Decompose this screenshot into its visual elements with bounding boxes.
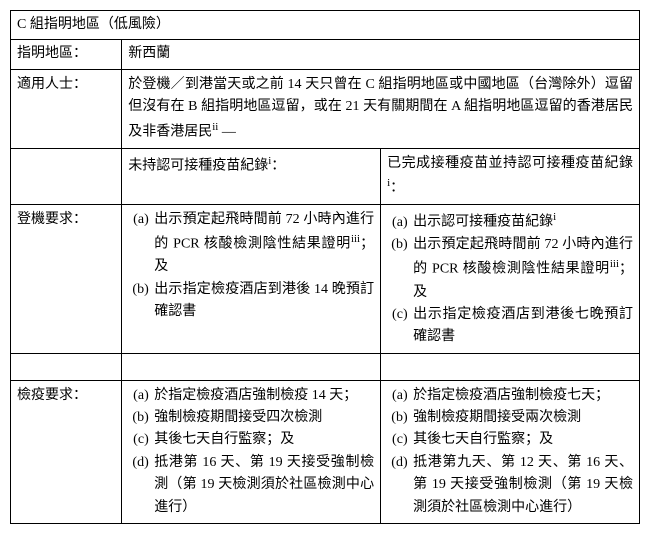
boarding-row: 登機要求： 出示預定起飛時間前 72 小時內進行的 PCR 核酸檢測陰性結果證明… bbox=[11, 205, 640, 354]
list-item: 抵港第九天、第 12 天、第 16 天、第 19 天接受強制檢測（第 19 天檢… bbox=[411, 452, 633, 519]
list-item: 其後七天自行監察；及 bbox=[411, 429, 633, 451]
persons-label: 適用人士： bbox=[11, 69, 122, 148]
spacer-row bbox=[11, 353, 640, 380]
quarantine-policy-table: C 組指明地區（低風險） 指明地區： 新西蘭 適用人士： 於登機／到港當天或之前… bbox=[10, 10, 640, 524]
region-label: 指明地區： bbox=[11, 40, 122, 69]
list-item: 於指定檢疫酒店強制檢疫 14 天； bbox=[152, 385, 374, 407]
list-item: 其後七天自行監察；及 bbox=[152, 429, 374, 451]
list-item: 出示預定起飛時間前 72 小時內進行的 PCR 核酸檢測陰性結果證明iii；及 bbox=[411, 234, 633, 304]
list-item: 出示認可接種疫苗紀錄i bbox=[411, 209, 633, 234]
empty-label bbox=[11, 148, 122, 204]
quarantine-label: 檢疫要求： bbox=[11, 380, 122, 523]
list-item: 強制檢疫期間接受四次檢測 bbox=[152, 407, 374, 429]
region-row: 指明地區： 新西蘭 bbox=[11, 40, 640, 69]
quarantine-right-list: 於指定檢疫酒店強制檢疫七天；強制檢疫期間接受兩次檢測其後七天自行監察；及抵港第九… bbox=[387, 385, 633, 519]
table-title: C 組指明地區（低風險） bbox=[11, 11, 640, 40]
list-item: 出示預定起飛時間前 72 小時內進行的 PCR 核酸檢測陰性結果證明iii；及 bbox=[152, 209, 374, 279]
quarantine-vaccinated: 於指定檢疫酒店強制檢疫七天；強制檢疫期間接受兩次檢測其後七天自行監察；及抵港第九… bbox=[381, 380, 640, 523]
quarantine-row: 檢疫要求： 於指定檢疫酒店強制檢疫 14 天；強制檢疫期間接受四次檢測其後七天自… bbox=[11, 380, 640, 523]
boarding-right-list: 出示認可接種疫苗紀錄i出示預定起飛時間前 72 小時內進行的 PCR 核酸檢測陰… bbox=[387, 209, 633, 349]
vaccine-status-header-row: 未持認可接種疫苗紀錄i： 已完成接種疫苗並持認可接種疫苗紀錄i： bbox=[11, 148, 640, 204]
boarding-unvaccinated: 出示預定起飛時間前 72 小時內進行的 PCR 核酸檢測陰性結果證明iii；及出… bbox=[122, 205, 381, 354]
list-item: 抵港第 16 天、第 19 天接受強制檢測（第 19 天檢測須於社區檢測中心進行… bbox=[152, 452, 374, 519]
list-item: 於指定檢疫酒店強制檢疫七天； bbox=[411, 385, 633, 407]
persons-value: 於登機／到港當天或之前 14 天只曾在 C 組指明地區或中國地區（台灣除外）逗留… bbox=[122, 69, 640, 148]
list-item: 出示指定檢疫酒店到港後 14 晚預訂確認書 bbox=[152, 279, 374, 324]
quarantine-unvaccinated: 於指定檢疫酒店強制檢疫 14 天；強制檢疫期間接受四次檢測其後七天自行監察；及抵… bbox=[122, 380, 381, 523]
table-title-row: C 組指明地區（低風險） bbox=[11, 11, 640, 40]
unvaccinated-header: 未持認可接種疫苗紀錄i： bbox=[122, 148, 381, 204]
list-item: 強制檢疫期間接受兩次檢測 bbox=[411, 407, 633, 429]
quarantine-left-list: 於指定檢疫酒店強制檢疫 14 天；強制檢疫期間接受四次檢測其後七天自行監察；及抵… bbox=[128, 385, 374, 519]
vaccinated-header: 已完成接種疫苗並持認可接種疫苗紀錄i： bbox=[381, 148, 640, 204]
persons-row: 適用人士： 於登機／到港當天或之前 14 天只曾在 C 組指明地區或中國地區（台… bbox=[11, 69, 640, 148]
boarding-label: 登機要求： bbox=[11, 205, 122, 354]
boarding-vaccinated: 出示認可接種疫苗紀錄i出示預定起飛時間前 72 小時內進行的 PCR 核酸檢測陰… bbox=[381, 205, 640, 354]
list-item: 出示指定檢疫酒店到港後七晚預訂確認書 bbox=[411, 304, 633, 349]
region-value: 新西蘭 bbox=[122, 40, 640, 69]
boarding-left-list: 出示預定起飛時間前 72 小時內進行的 PCR 核酸檢測陰性結果證明iii；及出… bbox=[128, 209, 374, 324]
